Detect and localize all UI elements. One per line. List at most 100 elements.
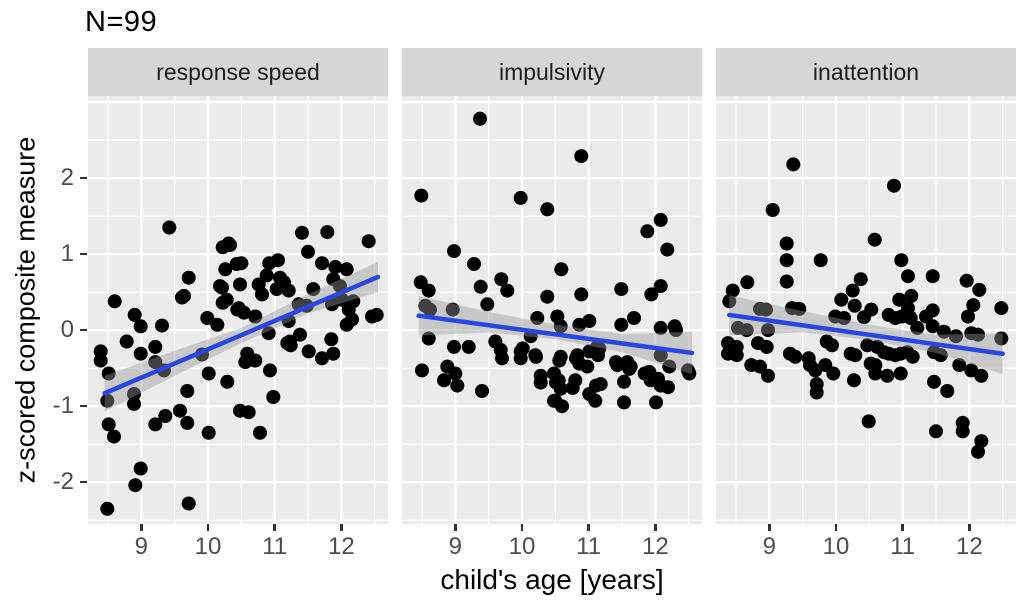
data-point bbox=[901, 269, 915, 284]
data-point bbox=[933, 348, 948, 363]
data-point bbox=[554, 262, 569, 277]
data-point bbox=[547, 393, 561, 408]
data-point bbox=[175, 290, 189, 305]
data-point bbox=[283, 338, 298, 353]
data-point bbox=[315, 351, 329, 366]
data-point bbox=[365, 309, 379, 324]
data-point bbox=[592, 341, 607, 356]
data-point bbox=[261, 326, 276, 341]
data-point bbox=[627, 311, 641, 325]
data-point bbox=[529, 349, 543, 364]
data-point bbox=[128, 478, 143, 493]
data-point bbox=[640, 224, 655, 239]
data-point bbox=[589, 378, 603, 393]
data-point bbox=[667, 319, 682, 334]
data-point bbox=[530, 311, 545, 325]
data-point bbox=[293, 327, 307, 342]
data-point bbox=[549, 375, 563, 390]
data-point bbox=[614, 282, 629, 297]
data-point bbox=[662, 359, 677, 374]
facet-panel-inattention bbox=[716, 96, 1016, 524]
data-point bbox=[461, 339, 476, 354]
data-point bbox=[761, 323, 775, 338]
x-tick-mark bbox=[768, 524, 771, 531]
y-tick-mark bbox=[80, 480, 87, 484]
data-point bbox=[974, 434, 989, 449]
data-point bbox=[940, 384, 955, 398]
facet-strip-label: response speed bbox=[156, 58, 320, 85]
trend-line bbox=[416, 313, 695, 356]
data-point bbox=[180, 415, 195, 430]
data-point bbox=[614, 317, 629, 332]
data-point bbox=[949, 329, 963, 344]
data-point bbox=[100, 501, 115, 516]
data-point bbox=[955, 424, 970, 439]
data-point bbox=[910, 320, 925, 335]
data-point bbox=[974, 368, 989, 383]
data-point bbox=[929, 424, 943, 439]
facet-strip-label: impulsivity bbox=[498, 58, 606, 85]
data-point bbox=[127, 396, 141, 411]
data-point bbox=[158, 409, 173, 423]
data-point bbox=[263, 363, 277, 378]
data-point bbox=[582, 314, 597, 328]
data-point bbox=[306, 282, 321, 297]
x-tick-mark bbox=[206, 524, 210, 531]
data-point bbox=[237, 305, 251, 320]
data-point bbox=[740, 275, 755, 290]
data-point bbox=[326, 346, 341, 361]
data-point bbox=[653, 279, 668, 294]
data-point bbox=[181, 496, 196, 511]
facet-strip-response-speed: response speed bbox=[88, 48, 388, 96]
data-point bbox=[722, 294, 737, 309]
data-point bbox=[248, 309, 263, 324]
data-point bbox=[779, 236, 794, 251]
data-point bbox=[660, 242, 675, 257]
data-point bbox=[447, 244, 461, 259]
data-point bbox=[552, 353, 567, 368]
data-point bbox=[609, 355, 623, 370]
x-tick-mark bbox=[968, 524, 971, 531]
data-point bbox=[837, 311, 851, 325]
x-tick-label: 12 bbox=[955, 533, 983, 560]
data-point bbox=[320, 225, 335, 240]
data-point bbox=[221, 236, 236, 251]
x-tick-label: 12 bbox=[641, 533, 669, 560]
facet-impulsivity: impulsivity bbox=[402, 48, 702, 524]
y-tick-mark bbox=[80, 404, 87, 408]
data-point bbox=[234, 256, 249, 271]
data-point bbox=[218, 262, 233, 277]
x-tick-mark bbox=[454, 524, 457, 531]
data-point bbox=[847, 373, 861, 388]
x-tick-label: 9 bbox=[762, 533, 776, 560]
data-point bbox=[513, 351, 528, 366]
data-point bbox=[107, 294, 122, 309]
data-point bbox=[847, 298, 862, 313]
data-point bbox=[107, 429, 121, 444]
data-point bbox=[788, 349, 803, 364]
data-point bbox=[494, 272, 509, 287]
data-point bbox=[119, 334, 134, 349]
data-point bbox=[133, 346, 148, 361]
data-point bbox=[295, 225, 309, 240]
data-point bbox=[952, 358, 967, 373]
data-point bbox=[574, 149, 589, 164]
data-point bbox=[148, 355, 163, 370]
data-point bbox=[173, 403, 187, 418]
data-point bbox=[729, 348, 744, 363]
data-point bbox=[853, 272, 868, 287]
data-point bbox=[421, 283, 436, 298]
data-point bbox=[971, 444, 985, 459]
data-point bbox=[210, 317, 225, 332]
data-point bbox=[180, 384, 195, 398]
data-point bbox=[622, 361, 637, 376]
y-tick-label: 2 bbox=[60, 164, 74, 192]
x-tick-mark bbox=[587, 524, 590, 531]
data-point bbox=[437, 373, 451, 388]
y-tick-label: -2 bbox=[52, 468, 74, 496]
data-point bbox=[447, 339, 461, 354]
data-point bbox=[361, 234, 376, 249]
data-point bbox=[301, 344, 316, 359]
data-point bbox=[346, 294, 361, 309]
facet-strip-impulsivity: impulsivity bbox=[402, 48, 702, 96]
